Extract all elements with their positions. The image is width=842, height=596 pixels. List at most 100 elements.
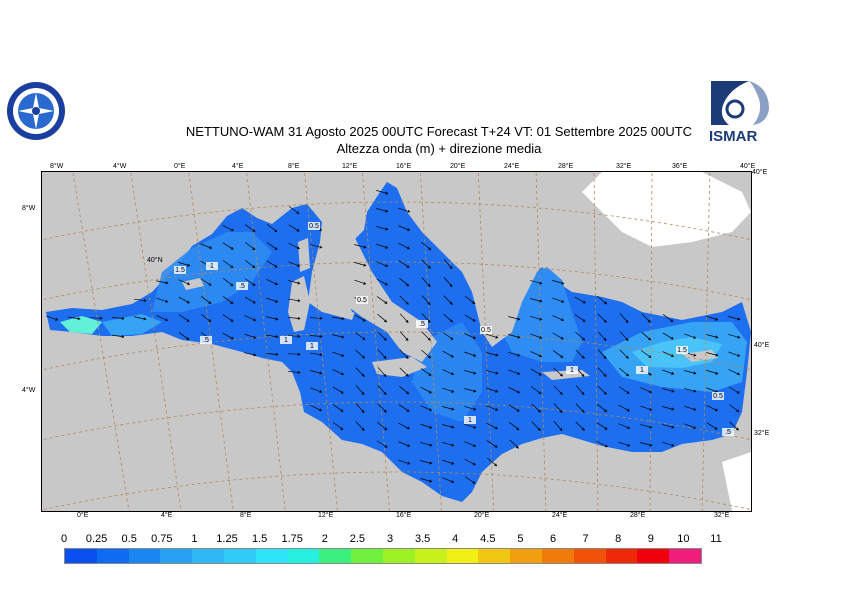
direction-arrow-90 <box>641 313 651 323</box>
direction-arrow-37 <box>266 279 279 286</box>
direction-arrow-144 <box>287 370 301 374</box>
parallel-4 <box>42 471 751 511</box>
direction-arrow-190 <box>420 405 433 411</box>
direction-arrow-198 <box>597 403 608 413</box>
contour-label-bg-12 <box>722 428 734 436</box>
colorbar-label-6: 1.5 <box>251 533 268 545</box>
contour-label-14: 0.5 <box>357 297 367 304</box>
direction-arrow-195 <box>531 403 541 413</box>
direction-arrow-81 <box>421 313 431 323</box>
direction-arrow-134 <box>530 351 543 358</box>
direction-arrow-82 <box>443 313 454 323</box>
colorbar-label-5: 1.25 <box>216 533 238 545</box>
direction-arrow-236 <box>420 460 433 465</box>
direction-arrow-151 <box>442 369 455 375</box>
contour-label-7: .5 <box>419 321 425 328</box>
inner-labels: 40°N <box>147 256 163 264</box>
colorbar-swatch-8 <box>319 549 352 563</box>
direction-arrow-40 <box>376 278 388 286</box>
direction-arrow-210 <box>442 424 455 429</box>
contour-label-0: 1.5 <box>175 267 185 274</box>
meridian-4 <box>304 172 338 511</box>
direction-arrow-213 <box>509 422 520 431</box>
direction-arrow-73 <box>244 315 257 322</box>
direction-arrow-146 <box>332 369 345 376</box>
direction-arrow-170 <box>420 386 432 394</box>
contour-label-10: 1 <box>570 367 574 374</box>
direction-arrow-175 <box>531 386 542 395</box>
direction-arrow-57 <box>421 295 431 306</box>
colorbar-label-17: 8 <box>615 533 622 545</box>
direction-arrow-95 <box>178 332 190 340</box>
direction-arrow-219 <box>640 424 653 429</box>
colorbar-swatch-6 <box>255 549 288 563</box>
colorbar-swatch-5 <box>223 549 256 563</box>
direction-arrow-12 <box>222 242 234 250</box>
direction-arrow-152 <box>464 370 477 375</box>
contour-label-1: .5 <box>203 337 209 344</box>
bottom-tick-7: 28°E <box>630 512 646 519</box>
contour-label-bg-8 <box>480 326 492 334</box>
meridian-7 <box>477 172 495 511</box>
direction-arrow-164 <box>728 369 741 376</box>
colorbar-label-13: 4.5 <box>480 533 496 545</box>
direction-arrow-163 <box>706 369 719 375</box>
direction-arrow-172 <box>464 388 477 393</box>
top-tick-1: 4°W <box>113 163 127 170</box>
colorbar-label-12: 4 <box>452 533 459 545</box>
direction-arrow-176 <box>553 385 563 395</box>
parallel-0 <box>42 201 751 241</box>
direction-arrow-109 <box>486 333 499 339</box>
direction-arrow-218 <box>618 423 631 429</box>
direction-arrow-184 <box>728 386 740 394</box>
top-tick-9: 28°E <box>558 163 574 170</box>
colorbar-label-7: 1.75 <box>281 533 303 545</box>
colorbar-swatch-1 <box>96 549 129 563</box>
direction-arrow-208 <box>398 422 410 430</box>
colorbar-swatch-18 <box>637 549 670 563</box>
direction-arrow-138 <box>619 349 629 359</box>
direction-arrow-199 <box>618 404 630 412</box>
direction-arrow-174 <box>508 387 521 394</box>
ismar-logo-text: ISMAR <box>709 128 758 145</box>
direction-arrow-23 <box>222 260 234 268</box>
direction-arrow-80 <box>399 313 409 323</box>
direction-arrow-207 <box>377 421 388 431</box>
bottom-tick-2: 8°E <box>240 512 252 519</box>
direction-arrow-147 <box>355 367 365 377</box>
colorbar-swatch-3 <box>160 549 193 563</box>
bottom-tick-6: 24°E <box>552 512 568 519</box>
direction-arrow-167 <box>355 385 365 396</box>
direction-arrow-66 <box>89 316 103 320</box>
direction-arrow-242 <box>464 476 476 484</box>
direction-arrow-143 <box>728 351 741 357</box>
direction-arrow-121 <box>244 352 257 357</box>
contour-label-bg-2 <box>206 262 218 270</box>
direction-arrow-120 <box>728 333 741 339</box>
direction-arrow-93 <box>728 316 741 321</box>
direction-arrow-239 <box>487 457 498 467</box>
ismar-logo: ISMAR <box>709 79 771 145</box>
direction-arrow-9 <box>376 226 389 231</box>
colorbar-swatch-19 <box>669 549 701 563</box>
parallel-2 <box>42 331 751 371</box>
direction-arrow-200 <box>640 405 653 411</box>
direction-arrow-112 <box>552 332 564 340</box>
direction-arrow-232 <box>618 441 631 447</box>
colorbar-label-0: 0 <box>60 533 68 545</box>
colorbar-label-11: 3.5 <box>414 533 431 545</box>
direction-arrow-91 <box>662 314 674 322</box>
direction-arrow-60 <box>530 298 543 303</box>
contour-label-9: 1 <box>468 417 472 424</box>
direction-arrow-182 <box>684 388 697 393</box>
direction-arrow-50 <box>222 296 234 305</box>
direction-arrow-26 <box>288 261 301 267</box>
direction-arrow-85 <box>530 315 543 321</box>
top-tick-4: 8°E <box>288 163 300 170</box>
contour-label-bg-10 <box>566 366 578 374</box>
direction-arrow-169 <box>399 385 410 395</box>
direction-arrow-71 <box>201 314 212 323</box>
contour-label-3: .5 <box>239 283 245 290</box>
direction-arrow-177 <box>575 385 585 396</box>
colorbar-label-2: 0.5 <box>121 533 137 545</box>
